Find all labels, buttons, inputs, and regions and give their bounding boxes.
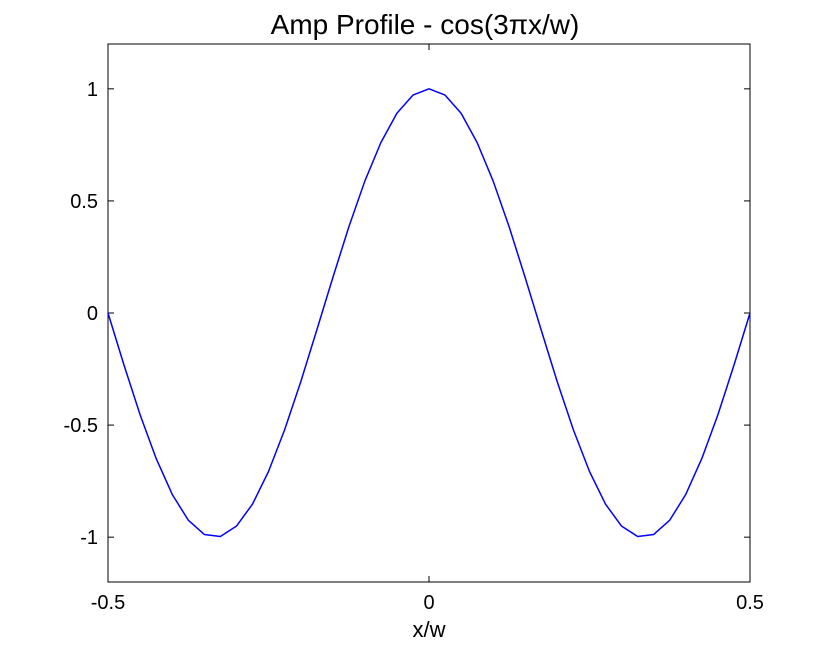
y-tick-label: -0.5 [64, 415, 98, 437]
x-tick-label: 0.5 [736, 592, 764, 614]
chart-title: Amp Profile - cos(3πx/w) [271, 9, 580, 40]
series-layer [107, 88, 751, 538]
axis-ticks [107, 44, 751, 582]
y-tick-label: -1 [80, 527, 98, 549]
plot-area [107, 43, 751, 583]
x-axis-label: x/w [413, 617, 446, 642]
y-tick-label: 0 [87, 303, 98, 325]
series-line [107, 88, 751, 538]
tick-labels: -0.5 0 0.5 -1 -0.5 0 0.5 1 [64, 79, 764, 614]
x-tick-label: -0.5 [91, 592, 125, 614]
y-tick-label: 0.5 [70, 191, 98, 213]
x-tick-label: 0 [423, 592, 434, 614]
y-tick-label: 1 [87, 79, 98, 101]
